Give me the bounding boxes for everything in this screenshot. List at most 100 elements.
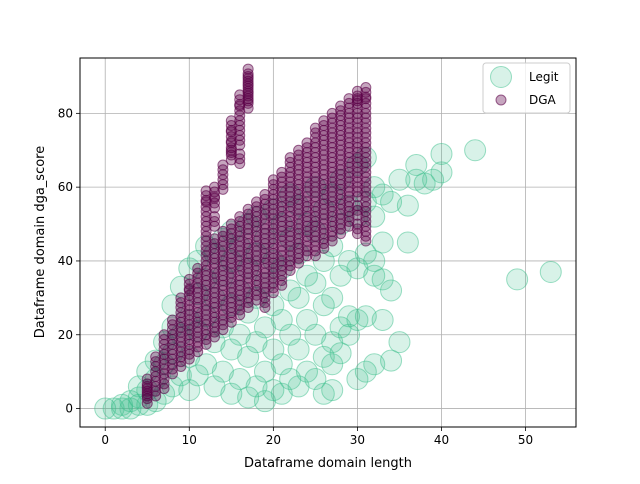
dga-point — [360, 220, 372, 232]
legit-point — [312, 249, 335, 272]
x-tick-label: 30 — [350, 433, 365, 447]
dga-point — [318, 169, 330, 181]
dga-point — [175, 301, 187, 313]
dga-point — [166, 324, 178, 336]
dga-point — [276, 265, 288, 277]
dga-point — [225, 228, 237, 240]
dga-point — [234, 265, 246, 277]
dga-point — [360, 176, 372, 188]
legit-point — [245, 375, 268, 398]
dga-point — [267, 257, 279, 269]
legit-point — [329, 264, 352, 287]
legit-point — [161, 375, 184, 398]
legit-point — [228, 323, 251, 346]
dga-point — [217, 279, 229, 291]
legit-point — [178, 379, 201, 402]
dga-point — [175, 316, 187, 328]
legit-point — [161, 294, 184, 317]
dga-point — [225, 124, 237, 136]
dga-point — [309, 176, 321, 188]
dga-point — [209, 220, 221, 232]
dga-point — [335, 110, 347, 122]
legit-point — [464, 139, 487, 162]
legit-point — [363, 249, 386, 272]
dga-point — [175, 346, 187, 358]
dga-point — [209, 316, 221, 328]
dga-point — [276, 176, 288, 188]
dga-point — [276, 250, 288, 262]
dga-point — [318, 242, 330, 254]
series-dga — [141, 63, 372, 409]
dga-point — [301, 176, 313, 188]
dga-point — [217, 169, 229, 181]
dga-point — [251, 220, 263, 232]
dga-point — [166, 368, 178, 380]
dga-point — [242, 73, 254, 85]
dga-point — [318, 139, 330, 151]
dga-point — [259, 242, 271, 254]
dga-point — [166, 338, 178, 350]
dga-point — [293, 242, 305, 254]
dga-point — [242, 272, 254, 284]
legit-point — [203, 375, 226, 398]
x-tick-label: 50 — [518, 433, 533, 447]
dga-point — [343, 176, 355, 188]
dga-point — [217, 309, 229, 321]
legit-point — [220, 338, 243, 361]
legit-point — [287, 338, 310, 361]
y-tick-label: 0 — [65, 402, 73, 416]
dga-point — [259, 272, 271, 284]
legit-point — [371, 231, 394, 254]
dga-point — [217, 294, 229, 306]
legit-point — [430, 142, 453, 165]
dga-point — [242, 287, 254, 299]
dga-point — [200, 338, 212, 350]
dga-point — [158, 383, 170, 395]
dga-point — [351, 117, 363, 129]
legit-point — [388, 331, 411, 354]
dga-point — [343, 161, 355, 173]
dga-point — [293, 169, 305, 181]
legit-point — [195, 353, 218, 376]
dga-point — [335, 228, 347, 240]
dga-point — [234, 110, 246, 122]
dga-point — [326, 146, 338, 158]
dga-point — [242, 257, 254, 269]
dga-point — [209, 287, 221, 299]
dga-point — [267, 213, 279, 225]
dga-point — [158, 338, 170, 350]
legit-point — [405, 154, 428, 177]
dga-point — [301, 206, 313, 218]
y-tick-label: 20 — [58, 328, 73, 342]
dga-point — [318, 198, 330, 210]
legend-marker-dga — [495, 94, 507, 106]
dga-point — [284, 265, 296, 277]
dga-point — [351, 176, 363, 188]
legit-point — [329, 342, 352, 365]
dga-point — [234, 294, 246, 306]
legit-point — [153, 331, 176, 354]
x-tick-label: 0 — [101, 433, 109, 447]
legit-point — [321, 379, 344, 402]
dga-point — [200, 324, 212, 336]
legit-point — [304, 323, 327, 346]
legit-point — [270, 308, 293, 331]
dga-point — [326, 235, 338, 247]
dga-point — [259, 213, 271, 225]
dga-point — [175, 360, 187, 372]
dga-point — [309, 146, 321, 158]
dga-point — [217, 324, 229, 336]
dga-point — [276, 235, 288, 247]
dga-point — [301, 250, 313, 262]
dga-point — [200, 250, 212, 262]
dga-point — [318, 124, 330, 136]
legit-point — [228, 368, 251, 391]
dga-point — [234, 139, 246, 151]
dga-point — [276, 220, 288, 232]
dga-point — [225, 146, 237, 158]
dga-point — [335, 198, 347, 210]
legit-point — [354, 242, 377, 265]
dga-point — [251, 235, 263, 247]
x-tick-label: 40 — [434, 433, 449, 447]
